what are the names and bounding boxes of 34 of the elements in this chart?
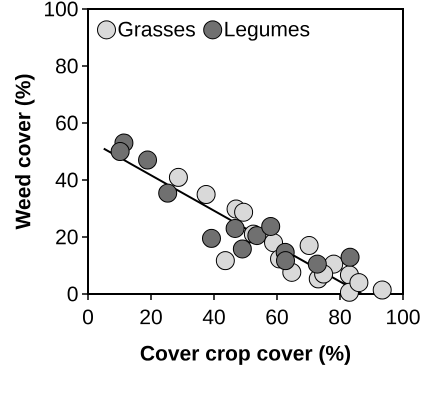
x-tick-label: 20 (140, 310, 162, 324)
x-tick-label: 100 (387, 310, 420, 324)
x-axis-title: Cover crop cover (%) (140, 345, 350, 365)
point (372, 280, 392, 300)
point (196, 185, 216, 204)
point (232, 239, 252, 258)
x-tick-label: 0 (82, 310, 94, 324)
point (340, 248, 360, 267)
y-axis-title: Weed cover (%) (14, 74, 35, 230)
point (110, 142, 130, 161)
point (308, 254, 327, 274)
x-tick-label: 40 (202, 310, 225, 324)
point (158, 184, 178, 203)
point (247, 226, 266, 246)
y-tick-label: 20 (56, 230, 78, 244)
point (349, 273, 368, 292)
y-tick-label: 40 (56, 172, 78, 188)
point (168, 168, 188, 187)
y-tick-label: 60 (56, 116, 78, 130)
y-tick-label: 100 (45, 2, 78, 16)
point (226, 218, 245, 238)
point (216, 251, 235, 270)
point (234, 202, 254, 222)
x-tick-label: 60 (266, 310, 288, 324)
point (276, 251, 296, 270)
legend-label: Grasses (118, 22, 195, 37)
point (261, 216, 280, 236)
point (300, 236, 319, 256)
point (138, 150, 158, 170)
legend-label: Legumes (225, 22, 310, 41)
y-tick-label: 0 (68, 286, 78, 302)
x-tick-label: 80 (329, 310, 351, 324)
y-tick-label: 80 (56, 58, 78, 74)
point (202, 228, 221, 248)
